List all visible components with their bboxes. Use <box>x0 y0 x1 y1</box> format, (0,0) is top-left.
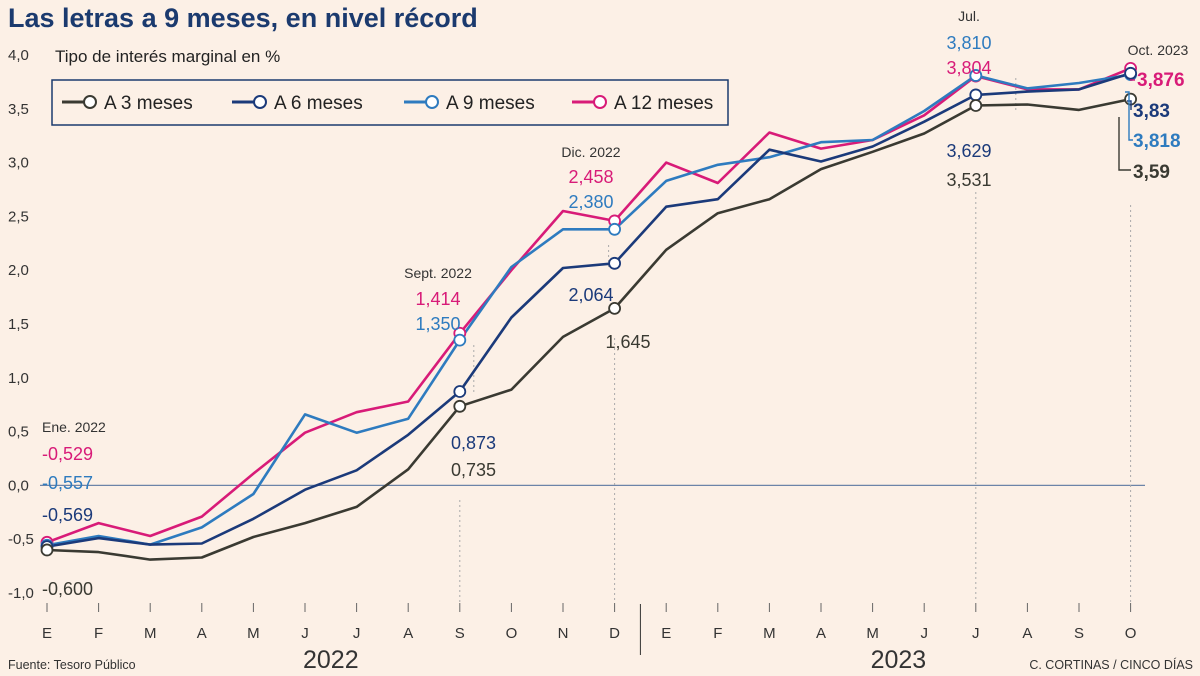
annotation-date: Sept. 2022 <box>404 265 472 281</box>
legend-label: A 3 meses <box>104 93 193 114</box>
y-tick-label: 1,5 <box>8 316 29 333</box>
data-label: -0,600 <box>42 579 93 599</box>
data-label: 3,59 <box>1133 162 1170 183</box>
data-label: 3,818 <box>1133 131 1181 152</box>
x-tick-label: E <box>42 625 52 642</box>
series-line-12-meses <box>46 67 1132 544</box>
data-label: 2,458 <box>568 167 613 187</box>
data-label: -0,557 <box>42 473 93 493</box>
legend-swatch-marker <box>593 95 607 109</box>
x-tick-label: A <box>197 625 207 642</box>
x-tick-label: D <box>609 625 620 642</box>
y-tick-label: 2,0 <box>8 262 29 279</box>
x-tick-label: J <box>353 625 361 642</box>
data-point-m3 <box>40 543 54 557</box>
legend-item-m12: A 12 meses <box>572 93 713 114</box>
leader-line <box>1125 91 1133 141</box>
y-tick-label: 3,5 <box>8 101 29 118</box>
x-tick-label: S <box>455 625 465 642</box>
data-label: 0,735 <box>451 460 496 480</box>
x-tick-label: O <box>506 625 518 642</box>
data-label: 2,064 <box>568 285 613 305</box>
y-tick-label: 3,0 <box>8 155 29 172</box>
x-tick-label: M <box>866 625 879 642</box>
y-tick-label: 4,0 <box>8 47 29 64</box>
annotation-date: Oct. 2023 <box>1128 42 1189 58</box>
data-label: 3,531 <box>946 170 991 190</box>
x-tick-label: A <box>403 625 413 642</box>
legend-label: A 9 meses <box>446 93 535 114</box>
x-tick-label: S <box>1074 625 1084 642</box>
legend-label: A 6 meses <box>274 93 363 114</box>
data-point-m3 <box>453 399 467 413</box>
y-tick-label: 0,5 <box>8 424 29 441</box>
annotation-date: Ene. 2022 <box>42 419 106 435</box>
x-tick-label: N <box>558 625 569 642</box>
y-tick-label: 2,5 <box>8 208 29 225</box>
x-tick-label: E <box>661 625 671 642</box>
legend-swatch-marker <box>425 95 439 109</box>
annotation-date: Dic. 2022 <box>561 144 620 160</box>
legend-label: A 12 meses <box>614 93 713 114</box>
legend-item-m6: A 6 meses <box>232 93 363 114</box>
year-label: 2023 <box>871 646 927 674</box>
y-tick-label: -0,5 <box>8 531 34 548</box>
legend-item-m9: A 9 meses <box>404 93 535 114</box>
data-point-m9 <box>969 69 983 82</box>
leader-line <box>1118 117 1131 171</box>
x-tick-label: F <box>713 625 722 642</box>
data-label: 0,873 <box>451 433 496 453</box>
x-tick-label: M <box>763 625 776 642</box>
data-label: -0,529 <box>42 444 93 464</box>
year-label: 2022 <box>303 646 359 674</box>
data-label: 1,350 <box>415 314 460 334</box>
x-tick-label: A <box>1022 625 1032 642</box>
chart-title: Las letras a 9 meses, en nivel récord <box>8 3 478 33</box>
chart-subtitle: Tipo de interés marginal en % <box>55 47 280 66</box>
data-label: 3,876 <box>1137 70 1185 91</box>
x-tick-label: O <box>1125 625 1137 642</box>
series-line-9-meses <box>46 73 1131 547</box>
x-tick-label: F <box>94 625 103 642</box>
series-line-6-meses <box>46 72 1131 548</box>
y-tick-label: 0,0 <box>8 477 29 494</box>
data-label: -0,569 <box>42 505 93 525</box>
data-label: 2,380 <box>568 192 613 212</box>
legend-box <box>51 79 729 126</box>
source-note: Fuente: Tesoro Público <box>8 658 136 672</box>
legend-swatch-marker <box>253 95 267 109</box>
y-tick-label: 1,0 <box>8 370 29 387</box>
data-point-m9 <box>453 333 467 347</box>
x-tick-label: M <box>144 625 157 642</box>
data-point-m3 <box>608 301 621 315</box>
x-tick-label: J <box>920 625 928 642</box>
data-label: 1,414 <box>415 289 460 309</box>
x-tick-label: M <box>247 625 260 642</box>
data-point-m3 <box>969 99 983 112</box>
credit-note: C. CORTINAS / CINCO DÍAS <box>1029 657 1193 672</box>
data-label: 3,629 <box>946 141 991 161</box>
x-tick-label: A <box>816 625 826 642</box>
data-point-m6 <box>453 385 467 398</box>
data-point-m6 <box>1124 66 1137 80</box>
data-label: 1,645 <box>605 332 650 352</box>
legend-swatch-marker <box>83 95 97 109</box>
data-label: 3,83 <box>1133 101 1170 122</box>
data-label: 3,804 <box>946 58 991 78</box>
annotation-date: Jul. <box>958 8 980 24</box>
data-point-m9 <box>608 222 621 236</box>
legend-item-m3: A 3 meses <box>62 93 193 114</box>
data-point-m6 <box>608 256 621 270</box>
data-label: 3,810 <box>946 33 991 53</box>
x-tick-label: J <box>972 625 980 642</box>
y-tick-label: -1,0 <box>8 585 34 602</box>
x-tick-label: J <box>301 625 309 642</box>
data-point-m6 <box>969 88 983 102</box>
series-line-3-meses <box>46 97 1131 561</box>
